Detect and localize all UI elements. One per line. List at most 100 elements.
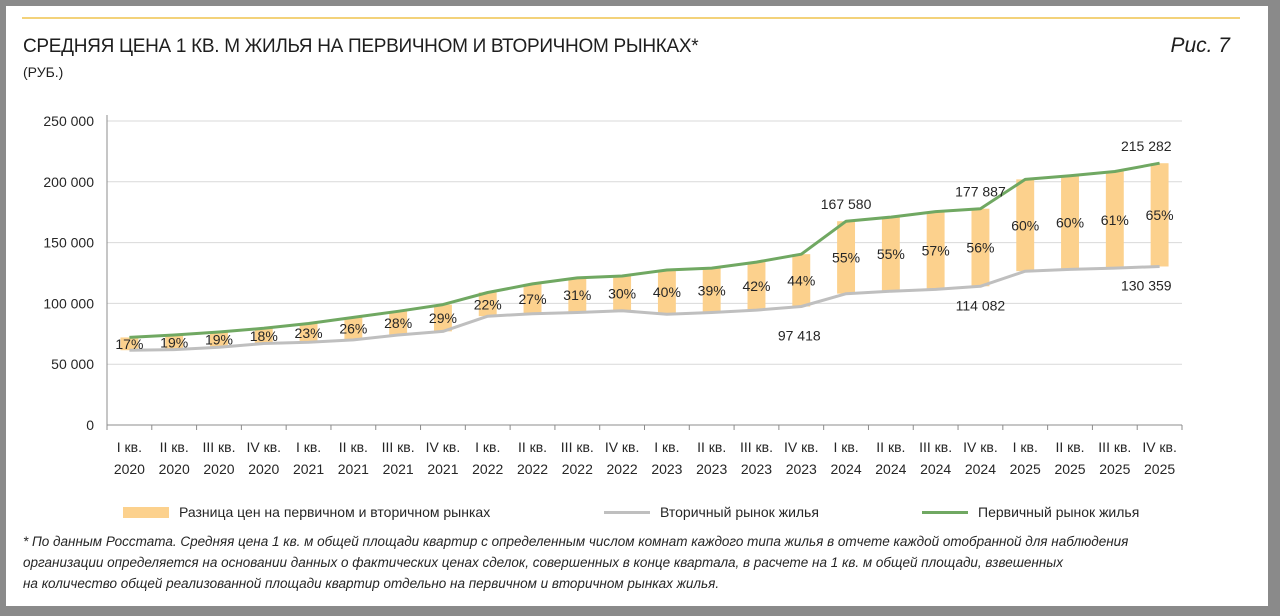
x-tick-label-year: 2024: [830, 461, 861, 477]
x-tick-label-quarter: IV кв.: [1142, 439, 1177, 455]
x-tick-label-quarter: IV кв.: [784, 439, 819, 455]
percent-label: 19%: [160, 334, 188, 350]
x-tick-label-year: 2021: [338, 461, 369, 477]
y-tick-label: 200 000: [43, 174, 94, 190]
percent-label: 27%: [519, 291, 547, 307]
difference-bar: [657, 269, 676, 315]
x-tick-label-year: 2025: [1099, 461, 1130, 477]
value-annotation: 114 082: [956, 297, 1006, 313]
chart-card: СРЕДНЯЯ ЦЕНА 1 КВ. М ЖИЛЬЯ НА ПЕРВИЧНОМ …: [6, 6, 1268, 606]
legend-item-primary: Первичный рынок жилья: [922, 504, 1139, 520]
x-tick-label-quarter: I кв.: [833, 439, 858, 455]
x-tick-label-quarter: I кв.: [117, 439, 142, 455]
value-annotation: 130 359: [1121, 277, 1172, 293]
primary-market-line: [129, 161, 1160, 339]
price-chart: 0 50 000 100 000 150 000 200 000 250 000 17% 19…: [43, 113, 1183, 477]
x-tick-label-year: 2024: [875, 461, 906, 477]
x-tick-label-quarter: II кв.: [697, 439, 726, 455]
legend-label-secondary: Вторичный рынок жилья: [660, 504, 819, 520]
y-tick-label: 100 000: [43, 295, 94, 311]
x-tick-label-year: 2024: [920, 461, 951, 477]
chart-unit: (РУБ.): [23, 64, 64, 80]
percent-label: 55%: [832, 249, 860, 265]
figure-label: Рис. 7: [1170, 34, 1230, 57]
x-tick-label-year: 2022: [562, 461, 593, 477]
value-annotation: 97 418: [778, 328, 821, 344]
difference-bar: [1061, 175, 1079, 270]
percent-label: 39%: [698, 282, 726, 298]
percent-label: 26%: [339, 321, 367, 337]
difference-bar: [1150, 163, 1169, 267]
x-tick-label-year: 2020: [114, 461, 145, 477]
difference-bar: [210, 331, 228, 348]
x-tick-label-year: 2020: [203, 461, 234, 477]
difference-bar: [568, 277, 587, 313]
percent-label: 17%: [115, 336, 143, 352]
percent-label: 28%: [384, 315, 412, 331]
percent-label: 60%: [1011, 217, 1039, 233]
x-tick-label-quarter: IV кв.: [605, 439, 640, 455]
legend-swatch-difference: [123, 506, 169, 518]
x-tick-label-year: 2021: [293, 461, 324, 477]
x-tick-label-year: 2023: [696, 461, 727, 477]
x-tick-label-year: 2022: [517, 461, 548, 477]
percent-label: 61%: [1101, 212, 1129, 228]
x-tick-label-quarter: II кв.: [518, 439, 547, 455]
difference-bar: [433, 304, 452, 332]
x-tick-label-quarter: II кв.: [339, 439, 368, 455]
difference-bar: [837, 221, 856, 294]
difference-bar: [971, 208, 990, 287]
x-tick-label-quarter: II кв.: [1055, 439, 1084, 455]
legend-swatch-secondary: [604, 510, 650, 514]
difference-bar: [747, 262, 766, 311]
difference-bar: [926, 211, 945, 290]
x-tick-label-year: 2023: [786, 461, 817, 477]
percent-label: 22%: [474, 296, 502, 312]
x-tick-label-year: 2021: [427, 461, 458, 477]
x-tick-label-quarter: III кв.: [1098, 439, 1131, 455]
x-tick-label-year: 2020: [248, 461, 279, 477]
percent-label: 65%: [1146, 207, 1174, 223]
y-tick-label: 50 000: [51, 356, 94, 372]
percent-label: 40%: [653, 284, 681, 300]
x-tick-label-quarter: I кв.: [475, 439, 500, 455]
difference-bar: [389, 311, 408, 336]
x-tick-label-year: 2025: [1010, 461, 1041, 477]
percent-label: 19%: [205, 332, 233, 348]
x-tick-label-quarter: III кв.: [202, 439, 235, 455]
legend-item-difference: Разница цен на первичном и вторичном рын…: [123, 504, 490, 520]
difference-bar: [523, 283, 542, 314]
y-tick-label: 0: [86, 417, 94, 433]
percent-label: 30%: [608, 285, 636, 301]
difference-bar: [792, 254, 811, 307]
x-tick-label-year: 2024: [965, 461, 996, 477]
difference-bar: [613, 276, 632, 311]
value-annotation: 167 580: [821, 196, 872, 212]
difference-bar: [299, 323, 318, 343]
x-tick-label-quarter: III кв.: [919, 439, 952, 455]
x-tick-label-quarter: III кв.: [740, 439, 773, 455]
x-tick-label-year: 2020: [159, 461, 190, 477]
x-tick-label-quarter: II кв.: [160, 439, 189, 455]
percent-label: 23%: [295, 325, 323, 341]
footnote-line-2: организации определяется на основании да…: [23, 555, 1063, 570]
secondary-market-line: [129, 265, 1160, 352]
percent-label: 55%: [877, 246, 905, 262]
y-tick-label: 150 000: [43, 235, 94, 251]
x-tick-label-year: 2023: [651, 461, 682, 477]
chart-legend: Разница цен на первичном и вторичном рын…: [6, 504, 1268, 524]
x-tick-label-quarter: I кв.: [1013, 439, 1038, 455]
x-tick-label-year: 2025: [1144, 461, 1175, 477]
x-tick-label-year: 2025: [1054, 461, 1085, 477]
x-tick-label-quarter: IV кв.: [426, 439, 461, 455]
x-tick-label-year: 2023: [741, 461, 772, 477]
x-tick-label-quarter: III кв.: [382, 439, 415, 455]
percent-label: 42%: [742, 278, 770, 294]
footnote-line-3: на количество общей реализованной площад…: [23, 576, 720, 591]
difference-bar: [120, 337, 139, 351]
chart-title: СРЕДНЯЯ ЦЕНА 1 КВ. М ЖИЛЬЯ НА ПЕРВИЧНОМ …: [23, 36, 699, 57]
difference-bar: [1105, 171, 1124, 269]
x-tick-label-year: 2022: [607, 461, 638, 477]
percent-label: 57%: [922, 243, 950, 259]
x-tick-label-quarter: IV кв.: [963, 439, 998, 455]
